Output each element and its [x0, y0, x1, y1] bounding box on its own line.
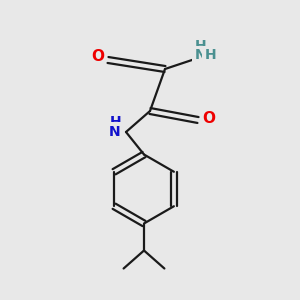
Text: H: H: [195, 39, 207, 52]
Text: O: O: [202, 111, 215, 126]
Text: N: N: [195, 49, 206, 62]
Text: N: N: [109, 125, 120, 139]
Text: H: H: [205, 49, 216, 62]
Text: O: O: [91, 50, 104, 64]
Text: H: H: [110, 116, 121, 129]
